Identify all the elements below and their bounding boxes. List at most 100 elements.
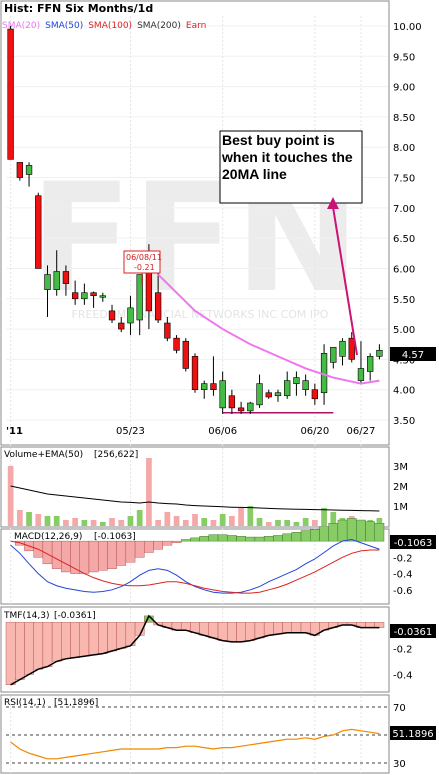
macd-histogram-bar: [346, 518, 357, 542]
tmf-bar: [236, 622, 246, 643]
price-tick-label: 7.00: [393, 204, 415, 215]
candle-body: [293, 377, 300, 384]
macd-histogram-bar: [171, 540, 182, 543]
volume-tick-label: 1M: [393, 502, 408, 513]
macd-histogram-bar: [263, 536, 274, 542]
candle-body: [237, 407, 245, 412]
tmf-bar: [217, 622, 228, 641]
macd-line: [10, 538, 380, 594]
tmf-bar: [263, 622, 274, 636]
tmf-axis: -0.2 -0.4: [393, 644, 413, 681]
macd-histogram-bar: [291, 531, 302, 542]
candle-body: [348, 337, 355, 360]
candle-body: [25, 165, 33, 175]
rsi-guides: [6, 706, 388, 764]
rsi-tick-label: 70: [393, 703, 406, 714]
candle-body: [173, 337, 180, 351]
macd-tick-label: -0.4: [393, 570, 413, 581]
tmf-bar: [180, 622, 191, 631]
macd-histogram-bar: [310, 529, 320, 542]
tmf-bar: [42, 622, 53, 667]
candle-body: [7, 28, 14, 160]
macd-histogram-bar: [282, 533, 293, 542]
tmf-bar: [245, 622, 256, 641]
volume-bar: [99, 522, 106, 526]
candle-body: [357, 368, 365, 381]
date-tick-label: 06/27: [347, 426, 376, 437]
volume-ema-line: [10, 485, 380, 512]
volume-bar: [192, 514, 198, 526]
tmf-bar: [24, 622, 34, 675]
macd-title: MACD(12,26,9): [14, 532, 82, 542]
volume-bar: [7, 466, 14, 526]
rsi-value-tag: [390, 726, 436, 740]
volume-bar: [53, 516, 60, 526]
annotation-arrow: [332, 206, 358, 356]
volume-bar: [146, 458, 152, 526]
candle-body: [71, 292, 79, 300]
tmf-bar: [70, 622, 80, 658]
tmf-bar: [374, 622, 385, 628]
volume-bar: [173, 516, 180, 526]
macd-histogram-bar: [356, 519, 366, 542]
price-tick-label: 8.50: [393, 113, 415, 124]
candle-body: [256, 383, 263, 406]
candle-body: [53, 271, 60, 290]
macd-histogram-bar: [319, 526, 329, 542]
legend: SMA(20) SMA(50) SMA(100) SMA(200) Earn: [2, 21, 206, 31]
tmf-bar: [208, 622, 219, 639]
volume-bar: [293, 522, 300, 526]
tmf-bar: [300, 622, 311, 634]
chart-title: Hist: FFN Six Months/1d: [4, 2, 153, 15]
macd-value: [-0.1063]: [94, 532, 136, 542]
volume-bar: [238, 508, 244, 526]
tmf-bar: [291, 622, 302, 634]
volume-bar: [330, 512, 337, 526]
volume-bar: [376, 518, 383, 526]
volume-bar: [229, 516, 235, 526]
volume-value: [256,622]: [94, 450, 138, 460]
macd-signal-line: [10, 540, 380, 594]
rsi-value-label: 51.1896: [392, 729, 433, 740]
macd-histogram-bar: [374, 523, 385, 542]
macd-tick-label: -0.2: [393, 553, 413, 564]
volume-bar: [127, 516, 134, 526]
volume-tick-label: 3M: [393, 462, 408, 473]
volume-bar: [136, 510, 143, 526]
macd-histogram-bar: [273, 535, 283, 542]
candles: [7, 26, 383, 414]
macd-histogram-bar: [144, 540, 154, 553]
earn-value: -0.21: [134, 263, 155, 272]
price-tick-label: 7.50: [393, 174, 415, 185]
macd-histogram-bar: [79, 540, 90, 574]
macd-histogram-bar: [217, 534, 228, 542]
rsi-line: [10, 728, 380, 760]
tmf-bar: [199, 622, 210, 636]
tmf-bars: [5, 615, 385, 686]
rsi-title: RSI(14,1): [4, 698, 46, 708]
volume-title: Volume+EMA(50): [4, 450, 83, 460]
price-tick-label: 4.00: [393, 386, 415, 397]
annotation-text: Best buy point is when it touches the 20…: [222, 132, 353, 182]
volume-bar: [302, 518, 309, 526]
macd-histogram-bar: [125, 540, 136, 563]
rsi-value: [51,1896]: [54, 698, 98, 708]
tmf-value-tag: [390, 624, 436, 638]
candle-body: [99, 295, 106, 298]
legend-entry: SMA(100): [88, 21, 132, 31]
volume-bar: [321, 508, 327, 526]
macd-histogram-bar: [208, 534, 219, 542]
volume-bar: [44, 516, 51, 526]
macd-histogram-bar: [180, 539, 191, 542]
macd-histogram-bar: [97, 540, 108, 571]
candle-body: [182, 340, 189, 369]
volume-bar: [284, 520, 291, 526]
legend-entry: SMA(200): [137, 21, 181, 31]
candle-body: [219, 380, 226, 409]
candle-body: [81, 292, 88, 300]
macd-histogram-bar: [199, 536, 210, 542]
candle-body: [108, 310, 116, 321]
candle-body: [302, 380, 309, 390]
tmf-tick-label: -0.4: [393, 670, 413, 681]
volume-bar: [90, 520, 97, 526]
